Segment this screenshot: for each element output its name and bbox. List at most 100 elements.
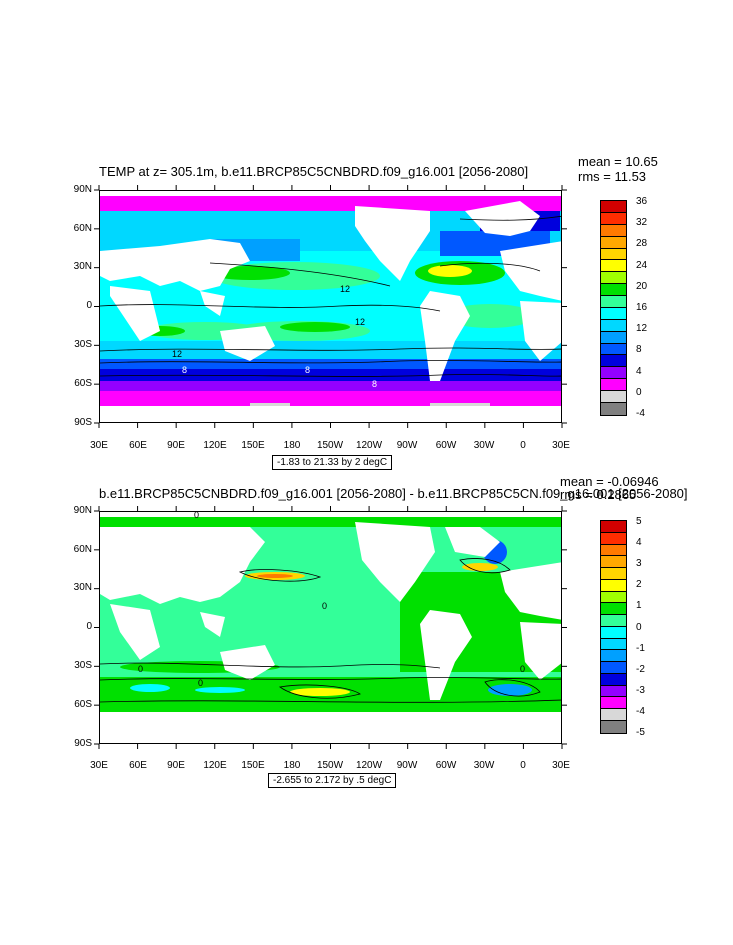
colorbar-swatch	[601, 331, 626, 344]
bottom-map-area: 0 0 0 0 0	[99, 511, 562, 744]
bottom-map-panel: mean = -0.06946 rms = 0.2865 b.e11.BRCP8…	[0, 472, 733, 792]
colorbar-label: -5	[636, 727, 645, 738]
colorbar-swatch	[601, 685, 626, 698]
colorbar-label: -4	[636, 408, 645, 419]
contour-label: 0	[520, 664, 525, 674]
lon-label: 150E	[241, 440, 265, 451]
bottom-mean-value: mean = -0.06946	[560, 474, 659, 489]
lon-label: 30E	[90, 440, 108, 451]
colorbar-label: 20	[636, 281, 648, 292]
colorbar-swatch	[601, 260, 626, 273]
colorbar-swatch	[601, 579, 626, 592]
lon-label: 150W	[316, 760, 344, 771]
colorbar-swatch	[601, 521, 626, 533]
colorbar-swatch	[601, 391, 626, 403]
contour-label: 12	[340, 284, 350, 294]
contour-label: 8	[182, 365, 187, 375]
contour-label: 0	[138, 664, 143, 674]
colorbar-swatch	[601, 615, 626, 627]
lat-label: 60N	[73, 544, 92, 555]
contour-info-box: -1.83 to 21.33 by 2 degC	[272, 455, 393, 470]
contour-label: 8	[305, 365, 310, 375]
lon-label: 60W	[435, 760, 457, 771]
colorbar-swatch	[601, 343, 626, 356]
lon-label: 30E	[90, 760, 108, 771]
lat-label: 60N	[73, 223, 92, 234]
colorbar-label: -4	[636, 706, 645, 717]
colorbar-swatch	[601, 236, 626, 249]
colorbar-swatch	[601, 367, 626, 380]
contour-info-box: -2.655 to 2.172 by .5 degC	[268, 773, 397, 788]
colorbar-swatch	[601, 556, 626, 569]
colorbar-swatch	[601, 201, 626, 213]
colorbar-swatch	[601, 272, 626, 285]
contour-label: 0	[194, 512, 199, 520]
lon-label: 60E	[129, 440, 147, 451]
lat-label: 90N	[73, 184, 92, 195]
colorbar-swatch	[601, 355, 626, 368]
colorbar-label: 0	[636, 622, 642, 633]
colorbar-label: -1	[636, 643, 645, 654]
top-map-title: TEMP at z= 305.1m, b.e11.BRCP85C5CNBDRD.…	[99, 164, 529, 179]
colorbar-label: 32	[636, 217, 648, 228]
lon-label: 180	[283, 760, 301, 771]
colorbar-label: -3	[636, 685, 645, 696]
top-mean-value: mean = 10.65	[578, 154, 658, 169]
colorbar-label: -2	[636, 664, 645, 675]
colorbar-label: 36	[636, 196, 648, 207]
colorbar-swatch	[601, 697, 626, 710]
lon-label: 30E	[552, 760, 570, 771]
colorbar-swatch	[601, 591, 626, 604]
colorbar-label: 4	[636, 537, 642, 548]
lat-label: 90S	[74, 417, 92, 428]
lon-label: 180	[283, 440, 301, 451]
top-temperature-field: 12 12 12 8 8 8	[100, 191, 561, 422]
colorbar-swatch	[601, 709, 626, 722]
lon-label: 90W	[396, 440, 418, 451]
colorbar-label: 3	[636, 558, 642, 569]
contour-label: 0	[322, 601, 327, 611]
lon-label: 90E	[167, 760, 185, 771]
colorbar-swatch	[601, 626, 626, 639]
colorbar-label: 8	[636, 344, 642, 355]
lon-label: 90W	[396, 760, 418, 771]
top-rms-value: rms = 11.53	[578, 169, 647, 184]
colorbar-label: 0	[636, 387, 642, 398]
colorbar-swatch	[601, 662, 626, 674]
colorbar-swatch	[601, 402, 626, 415]
lat-label: 30N	[73, 582, 92, 593]
top-map-area: 12 12 12 8 8 8	[99, 190, 562, 423]
lon-label: 120W	[355, 440, 383, 451]
colorbar-label: 24	[636, 260, 648, 271]
colorbar-swatch	[601, 544, 626, 557]
colorbar-swatch	[601, 650, 626, 663]
lat-label: 30N	[73, 261, 92, 272]
colorbar-label: 1	[636, 600, 642, 611]
lon-label: 90E	[167, 440, 185, 451]
colorbar-swatch	[601, 319, 626, 332]
lat-label: 0	[86, 300, 92, 311]
top-colorbar	[600, 200, 627, 416]
colorbar-label: 12	[636, 323, 648, 334]
lon-label: 120E	[203, 760, 227, 771]
top-map-panel: TEMP at z= 305.1m, b.e11.BRCP85C5CNBDRD.…	[0, 150, 733, 470]
colorbar-swatch	[601, 568, 626, 580]
colorbar-swatch	[601, 212, 626, 225]
lat-label: 90N	[73, 505, 92, 516]
lon-label: 60W	[435, 440, 457, 451]
lat-label: 90S	[74, 738, 92, 749]
lat-label: 30S	[74, 660, 92, 671]
contour-label: 8	[372, 379, 377, 389]
lon-label: 150W	[316, 440, 344, 451]
colorbar-swatch	[601, 284, 626, 296]
colorbar-label: 16	[636, 302, 648, 313]
lat-label: 60S	[74, 699, 92, 710]
colorbar-label: 2	[636, 579, 642, 590]
contour-label: 0	[198, 678, 203, 688]
colorbar-swatch	[601, 673, 626, 686]
colorbar-label: 28	[636, 238, 648, 249]
bottom-temperature-difference-field: 0 0 0 0 0	[100, 512, 561, 743]
colorbar-swatch	[601, 296, 626, 308]
colorbar-swatch	[601, 224, 626, 237]
contour-label: 12	[355, 317, 365, 327]
